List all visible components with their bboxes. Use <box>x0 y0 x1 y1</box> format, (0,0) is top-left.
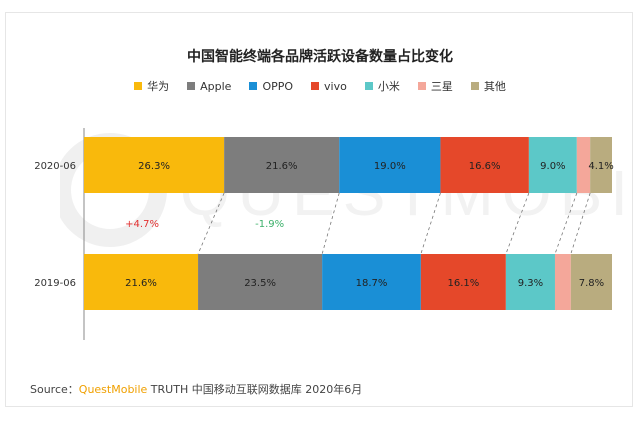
change-label: -1.9% <box>255 219 284 230</box>
connector-line <box>505 192 530 255</box>
bar-value-label: 7.8% <box>579 278 604 289</box>
legend-swatch <box>134 82 143 90</box>
source-prefix: Source： <box>30 383 79 396</box>
legend-item: 三星 <box>417 78 453 94</box>
legend-swatch <box>249 82 258 90</box>
legend-swatch <box>364 82 373 90</box>
bar-value-label: 21.6% <box>125 278 157 289</box>
bar-segment <box>590 137 612 193</box>
connector-line <box>321 192 340 255</box>
legend-label: 其他 <box>483 80 506 93</box>
source-brand: QuestMobile <box>78 383 148 396</box>
bar-segment <box>322 254 421 310</box>
chart-legend: 华为 Apple OPPO vivo 小米 三星 其他 <box>0 78 640 94</box>
source-note: Source：QuestMobile TRUTH 中国移动互联网数据库 2020… <box>30 381 362 397</box>
legend-item: 华为 <box>134 78 169 94</box>
connector-line <box>570 192 591 255</box>
bar-segment <box>224 137 340 193</box>
legend-item: vivo <box>311 78 347 94</box>
bar-value-label: 9.3% <box>518 278 543 289</box>
legend-label: vivo <box>324 79 347 93</box>
source-detail: TRUTH 中国移动互联网数据库 2020年6月 <box>147 383 363 396</box>
change-label: +4.7% <box>125 219 159 230</box>
bar-segment <box>505 254 555 310</box>
bar-segment <box>339 137 441 193</box>
bar-segment <box>84 254 199 310</box>
connector-line <box>197 192 225 255</box>
bar-value-label: 16.1% <box>447 278 479 289</box>
connector-line <box>420 192 441 255</box>
legend-label: Apple <box>200 79 232 93</box>
legend-swatch <box>187 82 196 90</box>
legend-label: OPPO <box>262 79 294 93</box>
legend-swatch <box>417 82 426 90</box>
bar-value-label: 18.7% <box>356 278 388 289</box>
bar-value-label: 9.0% <box>540 161 565 172</box>
bar-value-label: 4.1% <box>588 161 613 172</box>
legend-item: 其他 <box>470 78 506 94</box>
category-label: 2020-06 <box>34 161 76 172</box>
bar-segment <box>576 137 591 193</box>
bar-segment <box>440 137 529 193</box>
legend-swatch <box>311 82 320 90</box>
bar-segment <box>528 137 577 193</box>
bar-segment <box>420 254 506 310</box>
legend-label: 三星 <box>430 80 453 93</box>
bar-segment <box>554 254 571 310</box>
bar-value-label: 26.3% <box>138 161 170 172</box>
legend-item: Apple <box>187 78 231 94</box>
bar-segment <box>84 137 225 193</box>
chart-title: 中国智能终端各品牌活跃设备数量占比变化 <box>187 49 453 65</box>
legend-item: OPPO <box>249 78 293 94</box>
legend-label: 华为 <box>147 80 170 93</box>
connector-line <box>554 192 578 255</box>
bar-value-label: 19.0% <box>374 161 406 172</box>
bar-value-label: 23.5% <box>244 278 276 289</box>
bar-value-label: 21.6% <box>266 161 298 172</box>
bar-segment <box>570 254 612 310</box>
legend-label: 小米 <box>377 80 400 93</box>
bar-segment <box>198 254 323 310</box>
legend-item: 小米 <box>364 78 400 94</box>
bar-value-label: 16.6% <box>469 161 501 172</box>
legend-swatch <box>470 82 479 90</box>
category-label: 2019-06 <box>34 278 76 289</box>
